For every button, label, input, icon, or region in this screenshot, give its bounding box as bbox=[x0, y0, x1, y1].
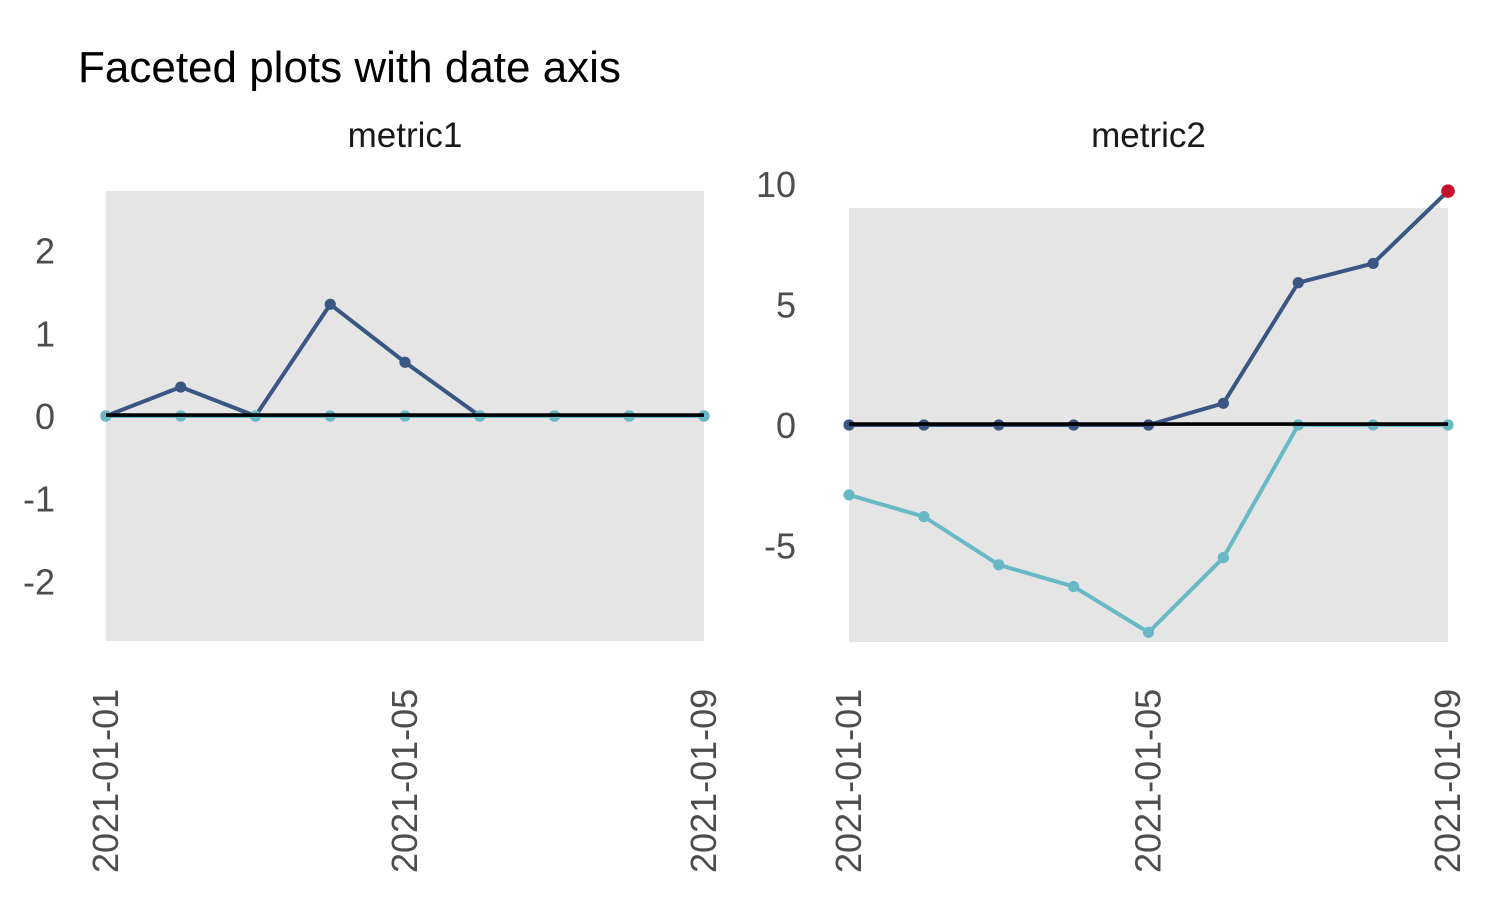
data-point bbox=[993, 559, 1005, 571]
data-point bbox=[175, 381, 187, 393]
y-tick-label: -5 bbox=[764, 526, 796, 567]
y-tick-label: 0 bbox=[35, 396, 55, 437]
x-tick-label: 2021-01-05 bbox=[1128, 689, 1169, 873]
data-point bbox=[1217, 397, 1229, 409]
chart-title: Faceted plots with date axis bbox=[78, 43, 621, 93]
highlight-point bbox=[1441, 184, 1455, 198]
data-point bbox=[1142, 626, 1155, 638]
x-tick-label: 2021-01-05 bbox=[384, 689, 425, 873]
y-tick-label: 1 bbox=[35, 313, 55, 354]
x-tick-label: 2021-01-09 bbox=[683, 689, 724, 873]
x-tick-label: 2021-01-01 bbox=[828, 689, 869, 873]
data-point bbox=[843, 489, 855, 501]
data-point bbox=[918, 511, 930, 523]
facet-strip-metric1: metric1 bbox=[347, 116, 463, 155]
data-point bbox=[1217, 552, 1229, 564]
data-point bbox=[1367, 257, 1379, 270]
y-tick-label: -1 bbox=[23, 479, 55, 520]
panel-metric2: 10 5 0 -5 2021-01-01 2021-01-05 2021-01-09 bbox=[756, 164, 1468, 873]
x-tick-label: 2021-01-09 bbox=[1427, 689, 1468, 873]
panel-metric1: 2 1 0 -1 -2 2021-01-01 2021-01-05 2021-01-09 bbox=[23, 191, 724, 873]
y-tick-label: 2 bbox=[35, 231, 55, 272]
facet-strip-metric2: metric2 bbox=[1091, 116, 1206, 155]
y-tick-label: 10 bbox=[756, 164, 796, 205]
data-point bbox=[1292, 277, 1304, 289]
data-point bbox=[399, 356, 411, 368]
x-tick-label: 2021-01-01 bbox=[85, 689, 126, 873]
y-tick-label: 0 bbox=[776, 405, 796, 446]
y-tick-label: -2 bbox=[23, 561, 55, 602]
y-tick-label: 5 bbox=[776, 284, 796, 325]
data-point bbox=[324, 298, 336, 310]
data-point bbox=[1068, 580, 1080, 593]
